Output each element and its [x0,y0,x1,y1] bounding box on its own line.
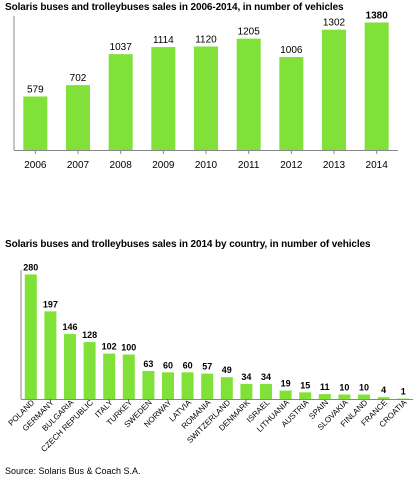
chart-2-value-label: 146 [62,322,77,332]
chart-1-value-label: 1302 [323,18,346,29]
chart-1-bar [108,54,133,150]
chart-2-value-label: 11 [320,382,330,392]
chart-2-bar [83,342,96,399]
chart-1-category-label: 2012 [280,160,303,171]
chart-2-bar [358,394,370,399]
chart-2-value-label: 60 [183,360,193,370]
chart-1-category-label: 2010 [195,160,218,171]
chart-2-title: Solaris buses and trolleybuses sales in … [5,239,371,250]
chart-2-value-label: 34 [241,372,251,382]
chart-1-bar [194,46,218,150]
chart-1-bar [23,96,48,150]
chart-1-bar [364,22,389,151]
chart-2-value-label: 10 [359,383,369,393]
chart-2-value-label: 60 [163,360,173,370]
chart-1-bar [66,85,90,150]
chart-2-bar [103,353,116,399]
yearly-sales-chart: 579 2006 702 2007 1037 2008 1114 2009 1120 2010 12… [13,10,398,171]
chart-1-value-label: 1006 [280,45,303,56]
chart-2-value-label: 102 [102,342,117,352]
chart-2-bar [24,274,37,399]
chart-2-bar [142,370,155,399]
chart-2-bar [318,394,331,399]
chart-2-value-label: 19 [281,379,291,389]
chart-2-bar [260,383,272,399]
chart-1-bar [322,29,346,151]
chart-1-value-label: 1120 [195,34,217,45]
chart-2-value-label: 63 [143,359,153,369]
chart-1-value-label: 1037 [110,42,133,53]
chart-1-category-label: 2008 [110,160,133,171]
chart-2-value-label: 15 [300,380,310,390]
chart-2-value-label: 100 [121,343,136,353]
chart-1-value-label: 702 [70,73,87,84]
chart-1-value-label: 1114 [153,35,174,46]
chart-2-bar [181,372,194,399]
chart-1-value-label: 1380 [366,10,389,21]
chart-2-bar [279,390,292,399]
chart-2-value-label: 10 [339,383,349,393]
chart-1-category-label: 2007 [67,160,90,171]
chart-2-value-label: 57 [202,362,212,372]
chart-1-category-label: 2013 [323,160,346,171]
chart-2-value-label: 128 [82,330,97,340]
chart-1-title: Solaris buses and trolleybuses sales in … [5,2,344,13]
chart-1-value-label: 1205 [238,27,261,38]
chart-2-bar [122,354,135,399]
chart-1-bar [151,47,176,150]
chart-2-bar [44,311,57,399]
chart-2-bar [240,383,253,399]
chart-2-bar [220,377,233,399]
chart-2-value-label: 34 [261,372,271,382]
source-note: Source: Solaris Bus & Coach S.A. [5,466,141,476]
chart-2-value-label: 4 [381,385,386,395]
chart-2-bar [377,397,390,399]
chart-2-value-label: 49 [222,365,232,375]
chart-2-value-label: 197 [43,299,58,309]
chart-1-category-label: 2009 [152,160,175,171]
chart-2-bar [201,373,214,399]
chart-1-bar [279,57,304,150]
chart-1-category-label: 2014 [366,160,389,171]
chart-2-bar [338,394,351,399]
chart-1-category-label: 2006 [24,160,47,171]
chart-2-bar [64,334,76,399]
chart-1-value-label: 579 [27,84,44,95]
chart-1-category-label: 2011 [238,160,260,171]
chart-2-bar [299,392,312,399]
chart-1-bar [236,38,261,150]
chart-2-value-label: 280 [23,262,38,272]
chart-2-bar [162,372,174,399]
chart-2-value-label: 1 [401,387,406,397]
